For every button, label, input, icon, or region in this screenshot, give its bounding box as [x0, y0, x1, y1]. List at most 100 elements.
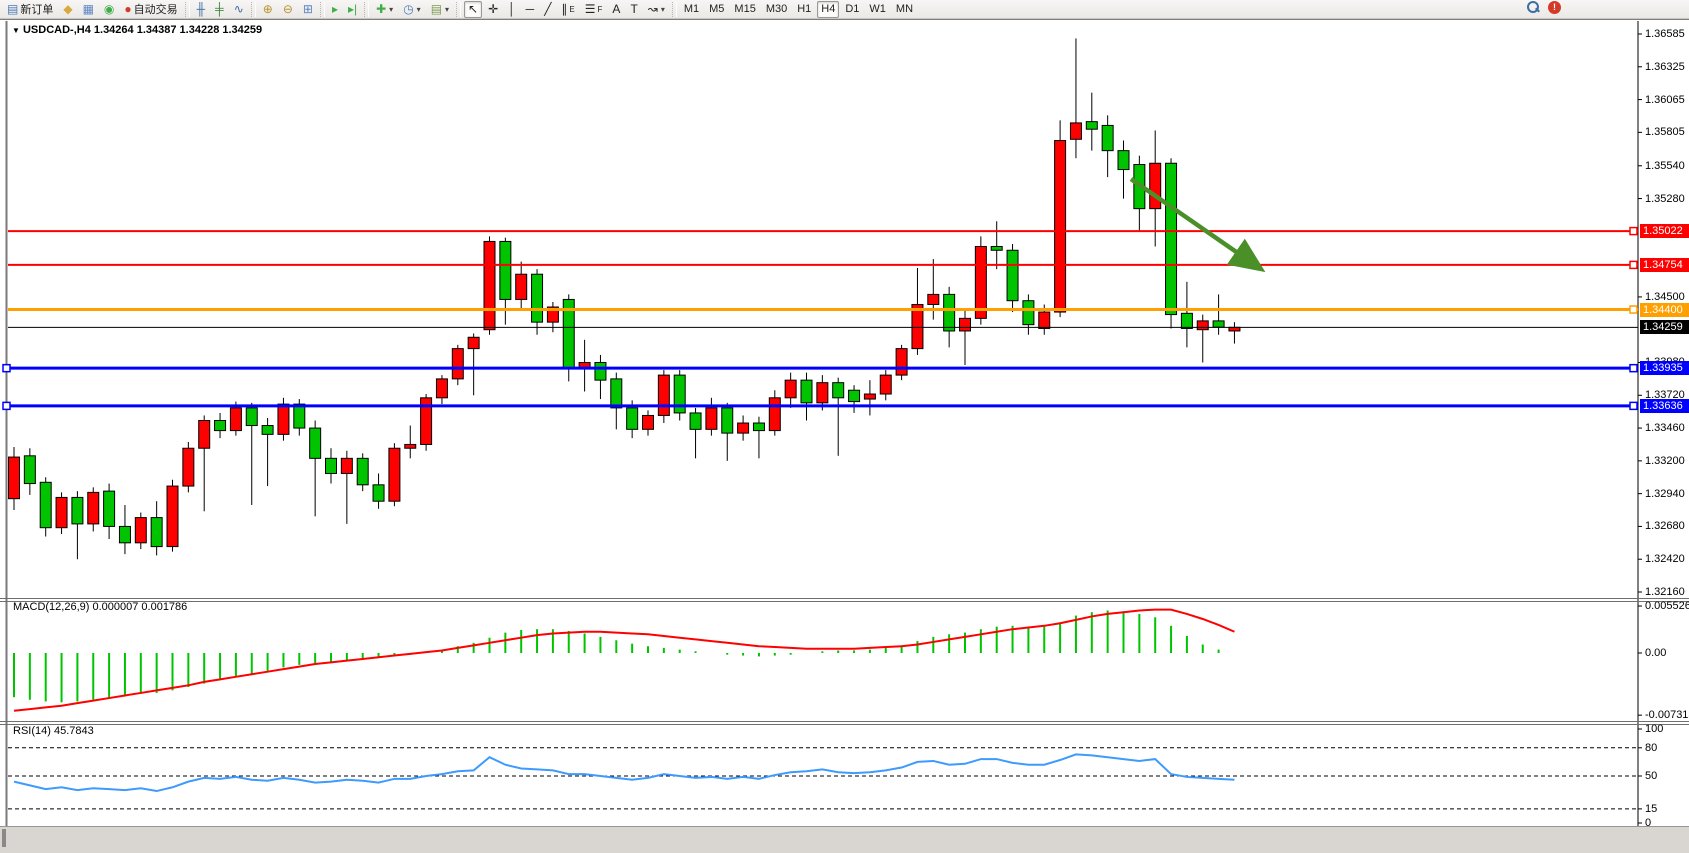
autotrading-button[interactable]: ● 自动交易 — [120, 1, 181, 18]
toolbar-right-icons: ! — [1527, 1, 1561, 14]
timeframe-m5[interactable]: M5 — [709, 3, 725, 15]
templates-icon: ▤ — [430, 2, 443, 16]
auto-scroll-button[interactable]: ▸ — [328, 1, 342, 18]
market-watch-button[interactable]: ◆ — [59, 1, 76, 18]
tile-windows-icon: ⊞ — [302, 2, 313, 16]
arrows-button[interactable]: ↝ ▾ — [644, 1, 669, 18]
chart-window[interactable]: ▼ USDCAD-,H4 1.34264 1.34387 1.34228 1.3… — [0, 19, 1689, 845]
toolbar-separator — [671, 1, 677, 17]
line-anchor-handle[interactable] — [1629, 401, 1638, 411]
timeframe-m1[interactable]: M1 — [683, 3, 700, 15]
chart-symbol-header[interactable]: ▼ USDCAD-,H4 1.34264 1.34387 1.34228 1.3… — [12, 24, 262, 36]
new-order-button[interactable]: ▤ 新订单 — [3, 1, 57, 18]
rsi-scale-label: 100 — [1645, 723, 1664, 735]
trend-arrow-annotation[interactable] — [1129, 177, 1266, 273]
market-watch-icon: ◆ — [63, 2, 73, 16]
bear-candle — [1180, 312, 1193, 329]
bull-candle — [927, 293, 940, 305]
ohlc-high: 1.34387 — [136, 24, 177, 36]
symbol-dropdown-icon[interactable]: ▼ — [12, 26, 20, 35]
chart-shift-button[interactable]: ▸| — [344, 1, 361, 18]
bull-candle — [879, 374, 892, 395]
channel-button[interactable]: ∥ E — [557, 1, 578, 18]
horizontal-line-icon: ─ — [525, 2, 535, 16]
horizontal-line-button[interactable]: ─ — [522, 1, 539, 18]
timeframe-m15[interactable]: M15 — [734, 3, 756, 15]
bear-candle — [245, 407, 258, 427]
bull-candle — [55, 496, 68, 529]
macd-scale-label: -0.007313 — [1645, 709, 1689, 722]
macd-signal-line — [13, 608, 1235, 712]
bear-candle — [531, 273, 544, 323]
cursor-button[interactable]: ↖ — [464, 0, 483, 18]
line-anchor-handle[interactable] — [2, 401, 11, 411]
bull-candle — [642, 414, 654, 430]
fibonacci-icon: ☰ — [584, 2, 596, 16]
bear-candle — [293, 403, 306, 429]
periods-button[interactable]: ◷ ▾ — [399, 1, 425, 18]
line-anchor-handle[interactable] — [2, 363, 11, 373]
bar-chart-button[interactable]: ╫ — [193, 1, 210, 18]
crosshair-button[interactable]: ✛ — [484, 1, 502, 18]
timeframe-w1[interactable]: W1 — [869, 3, 886, 15]
bull-candle — [863, 393, 876, 400]
text-button[interactable]: A — [608, 1, 624, 18]
timeframe-h4[interactable]: H4 — [817, 0, 840, 18]
timeframe-d1[interactable]: D1 — [845, 3, 860, 15]
line-anchor-handle[interactable] — [1629, 260, 1638, 270]
resize-grip-icon[interactable] — [2, 829, 6, 847]
line-chart-button[interactable]: ∿ — [230, 1, 248, 18]
toolbar-separator — [364, 1, 370, 17]
navigator-button[interactable]: ◉ — [100, 1, 118, 18]
bear-candle — [214, 420, 227, 432]
bull-candle — [784, 379, 797, 399]
toolbar-separator — [319, 1, 325, 17]
indicators-button[interactable]: ✚ ▾ — [372, 1, 397, 18]
line-anchor-handle[interactable] — [1629, 305, 1638, 314]
bull-candle — [134, 517, 147, 544]
bear-candle — [1117, 150, 1130, 171]
new-order-button-label: 新订单 — [20, 4, 54, 16]
bear-candle — [721, 407, 734, 434]
price-tick-label: 1.33460 — [1645, 422, 1685, 435]
rsi-scale-label: 50 — [1645, 770, 1658, 782]
candlestick-chart-button[interactable]: ╪ — [211, 1, 228, 18]
tile-windows-button[interactable]: ⊞ — [299, 1, 317, 18]
bull-candle — [87, 491, 100, 525]
trendline-button[interactable]: ╱ — [540, 1, 555, 18]
chart-canvas[interactable] — [0, 20, 1689, 853]
crosshair-icon: ✛ — [488, 2, 499, 16]
fibonacci-button[interactable]: ☰ F — [581, 1, 607, 18]
timeframe-m30[interactable]: M30 — [765, 3, 788, 15]
candlestick-chart-icon: ╪ — [215, 2, 224, 16]
bull-candle — [1069, 122, 1082, 140]
bull-candle — [404, 443, 417, 449]
toolbar-group-chart-types: ╫ ╪ ∿ — [192, 0, 249, 19]
data-window-button[interactable]: ▦ — [79, 1, 98, 18]
line-anchor-handle[interactable] — [1629, 226, 1638, 236]
price-tick-label: 1.36325 — [1645, 60, 1685, 73]
timeframe-mn[interactable]: MN — [895, 3, 914, 15]
rsi-scale-label: 0 — [1645, 817, 1652, 829]
bull-candle — [435, 378, 448, 399]
candlestick-series — [8, 38, 1241, 560]
bear-candle — [71, 496, 84, 525]
zoom-in-button[interactable]: ⊕ — [259, 1, 277, 18]
templates-button[interactable]: ▤ ▾ — [427, 1, 453, 18]
search-icon[interactable] — [1527, 1, 1540, 14]
bear-candle — [150, 517, 163, 548]
line-anchor-handle[interactable] — [1629, 363, 1638, 373]
bear-candle — [626, 407, 639, 430]
bull-candle — [1054, 140, 1067, 313]
notification-icon[interactable]: ! — [1548, 1, 1561, 14]
timeframe-h1[interactable]: H1 — [797, 3, 812, 15]
zoom-out-icon: ⊖ — [282, 2, 293, 16]
text-label-button[interactable]: T — [626, 1, 641, 18]
zoom-out-button[interactable]: ⊖ — [279, 1, 297, 18]
bear-candle — [372, 484, 385, 502]
chevron-down-icon: ▾ — [660, 4, 665, 14]
bull-candle — [198, 420, 211, 449]
vertical-line-button[interactable]: │ — [504, 1, 520, 18]
price-tick-label: 1.36065 — [1645, 93, 1685, 106]
channel-icon: ∥ — [561, 2, 568, 16]
